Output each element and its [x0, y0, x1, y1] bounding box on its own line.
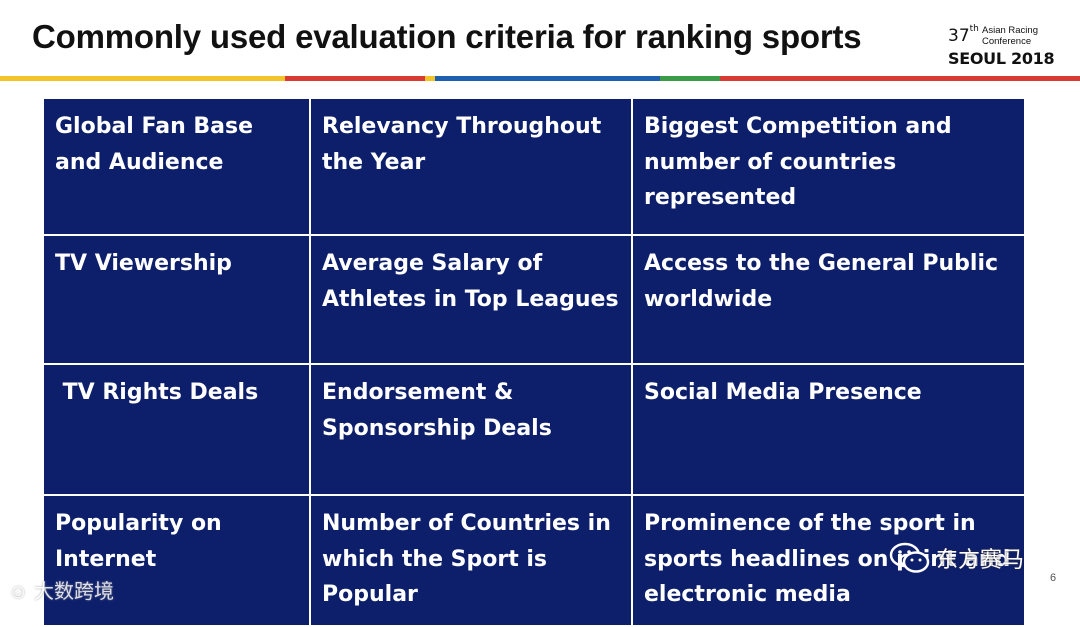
criteria-cell: Social Media Presence [631, 363, 1026, 496]
stripe-segment [425, 76, 435, 81]
criteria-cell: TV Viewership [42, 234, 311, 365]
table-row: Global Fan Base and Audience Relevancy Th… [42, 97, 1026, 236]
table-row: Popularity on Internet Number of Countrie… [42, 494, 1026, 627]
criteria-cell: Prominence of the sport in sports headlin… [631, 494, 1026, 627]
criteria-cell: Average Salary of Athletes in Top Leagues [309, 234, 633, 365]
stripe-segment [435, 76, 660, 81]
stripe-segment [0, 76, 285, 81]
wechat-icon [888, 542, 932, 574]
criteria-cell: Relevancy Throughout the Year [309, 97, 633, 236]
criteria-cell: Biggest Competition and number of countri… [631, 97, 1026, 236]
color-stripe [0, 76, 1080, 81]
watermark-left: ☺ 大数跨境 [8, 581, 114, 603]
table-row: TV Viewership Average Salary of Athletes … [42, 234, 1026, 365]
criteria-cell: Popularity on Internet [42, 494, 311, 627]
criteria-cell: Access to the General Public worldwide [631, 234, 1026, 365]
slide-title: Commonly used evaluation criteria for ra… [32, 18, 862, 55]
criteria-cell: Global Fan Base and Audience [42, 97, 311, 236]
stripe-segment [660, 76, 720, 81]
conference-name: Asian Racing Conference [982, 25, 1038, 47]
criteria-cell: Endorsement & Sponsorship Deals [309, 363, 633, 496]
stripe-segment [285, 76, 425, 81]
stripe-segment [720, 76, 1080, 81]
conference-number: 37th [948, 24, 979, 46]
conference-logo: 37th Asian Racing Conference SEOUL 2018 [948, 24, 1066, 70]
table-row: TV Rights Deals Endorsement & Sponsorship… [42, 363, 1026, 496]
criteria-cell: Number of Countries in which the Sport is… [309, 494, 633, 627]
conference-city: SEOUL 2018 [948, 49, 1055, 68]
watermark-right: 东方赛马 [888, 540, 1024, 576]
criteria-cell: TV Rights Deals [42, 363, 311, 496]
criteria-table: Global Fan Base and Audience Relevancy Th… [42, 97, 1026, 627]
watermark-logo-icon: ☺ [8, 581, 29, 603]
watermark-right-text: 东方赛马 [936, 547, 1025, 572]
page-number: 6 [1050, 572, 1057, 584]
